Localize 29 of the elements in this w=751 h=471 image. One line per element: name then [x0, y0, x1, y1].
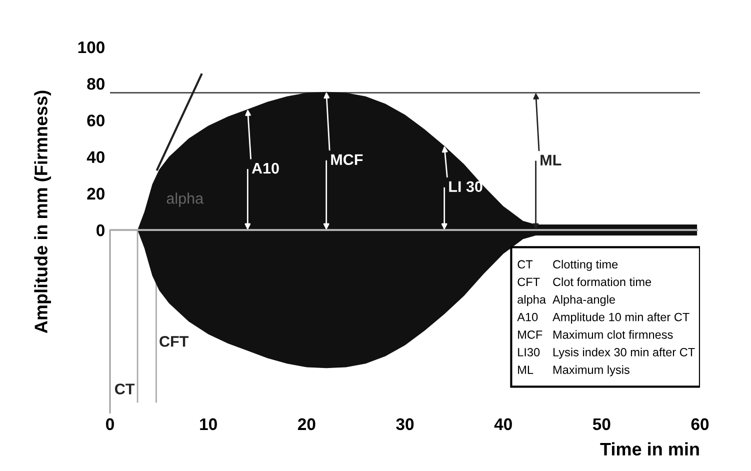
annotation: LI30 Lysis index 30 min after CT [518, 348, 695, 359]
x-tick-label: 20 [298, 418, 316, 430]
annotation: A10 [252, 162, 279, 174]
annotation: alpha [166, 192, 204, 207]
text: A10 Amplitude 10 min after CT [517, 312, 690, 324]
annotation: MCF [331, 154, 363, 166]
x-tick-label: 60 [691, 418, 709, 430]
y-tick-label: 40 [86, 151, 104, 164]
annotation: LI 30 [449, 181, 482, 192]
text: CT Clotting time [518, 260, 618, 271]
y-axis-title: Amplitude in mm (Firmness) [34, 90, 51, 334]
x-tick-label: 40 [494, 418, 512, 430]
annotation: ML [540, 154, 562, 166]
annotation: CFT [160, 336, 189, 347]
y-tick-label: 0 [96, 224, 104, 236]
annotation: MCF Maximum clot firmness [518, 330, 673, 339]
x-axis-title: Time in min [600, 442, 699, 456]
annotation: alpha Alpha-angle [518, 295, 615, 306]
y-tick-label: 60 [87, 114, 104, 126]
text: ML Maximum lysis [518, 365, 630, 376]
annotation: CFT Clot formation time [518, 277, 652, 286]
x-tick-label: 50 [592, 418, 610, 430]
y-tick-label: 80 [87, 78, 104, 90]
x-tick-label: 0 [106, 418, 114, 430]
annotation: CT [115, 384, 135, 394]
y-tick-label: 100 [78, 41, 104, 54]
x-tick-label: 10 [200, 418, 217, 430]
y-tick-label: 20 [87, 188, 104, 200]
x-tick-label: 30 [396, 418, 414, 430]
